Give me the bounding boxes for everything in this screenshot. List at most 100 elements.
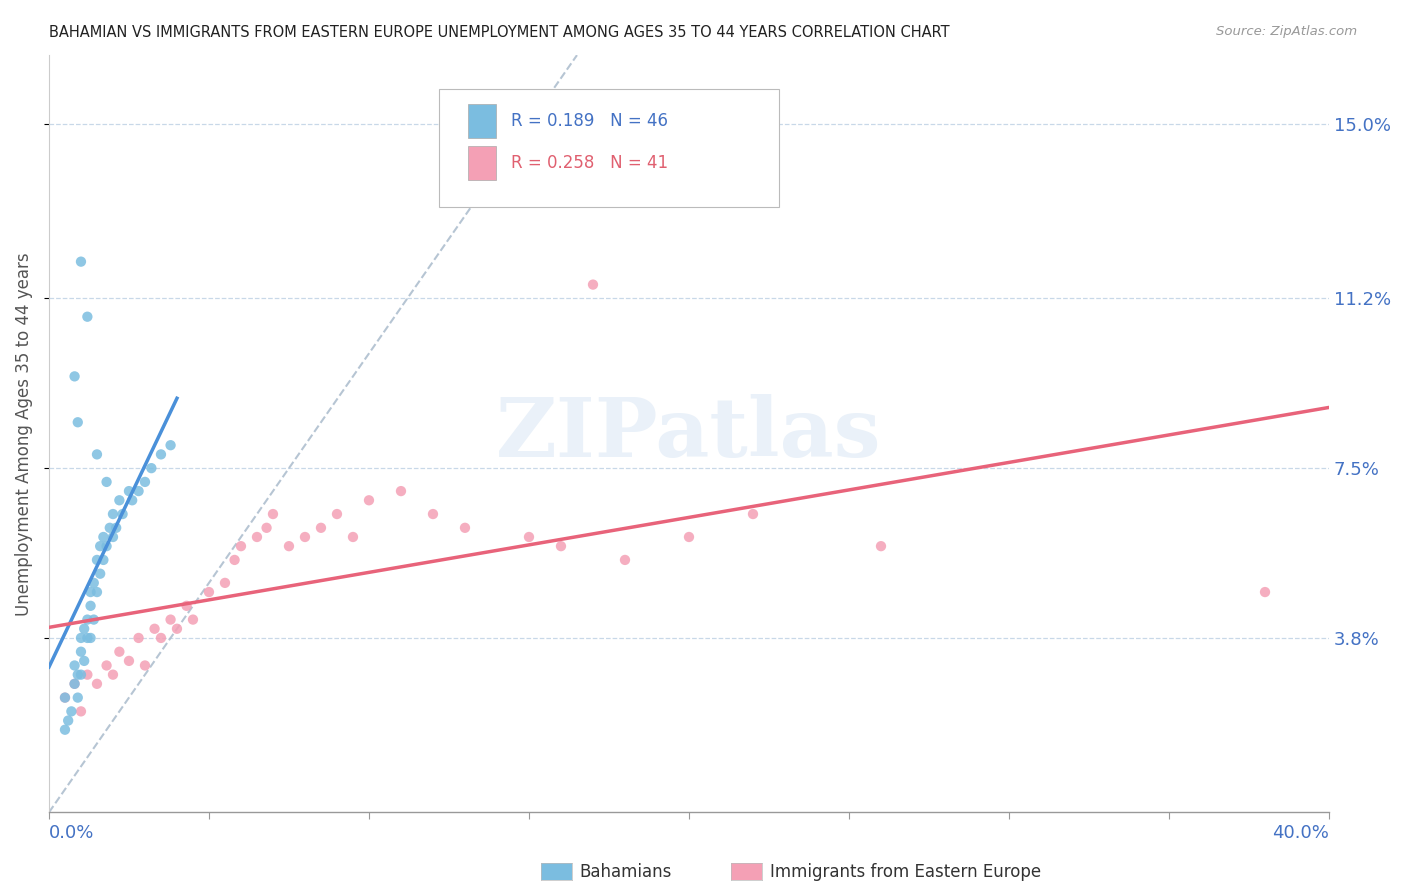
Point	[76, 631, 98, 645]
Point	[181, 613, 204, 627]
Point	[326, 507, 349, 521]
Point	[870, 539, 893, 553]
Point	[56, 714, 79, 728]
Point	[214, 575, 236, 590]
Point	[86, 585, 108, 599]
Point	[63, 369, 86, 384]
Point	[166, 622, 188, 636]
Point	[70, 645, 93, 659]
Point	[278, 539, 301, 553]
Point	[93, 530, 115, 544]
Point	[229, 539, 252, 553]
Point	[60, 705, 83, 719]
Point	[742, 507, 765, 521]
Bar	[468, 104, 496, 138]
Point	[256, 521, 278, 535]
Point	[63, 677, 86, 691]
Point	[83, 613, 105, 627]
Point	[79, 585, 101, 599]
Point	[246, 530, 269, 544]
Point	[73, 654, 96, 668]
Point	[89, 566, 111, 581]
Point	[134, 658, 156, 673]
Point	[96, 475, 118, 489]
Point	[105, 521, 128, 535]
Point	[53, 723, 76, 737]
Y-axis label: Unemployment Among Ages 35 to 44 years: Unemployment Among Ages 35 to 44 years	[15, 252, 32, 615]
Point	[389, 484, 412, 499]
Point	[70, 705, 93, 719]
Point	[86, 447, 108, 461]
Point	[76, 613, 98, 627]
Point	[224, 553, 246, 567]
Point	[454, 521, 477, 535]
Point	[582, 277, 605, 292]
Point	[96, 539, 118, 553]
Point	[101, 507, 124, 521]
Point	[79, 599, 101, 613]
Point	[70, 631, 93, 645]
Point	[294, 530, 316, 544]
Point	[149, 631, 172, 645]
Point	[93, 553, 115, 567]
Point	[176, 599, 198, 613]
Text: 40.0%: 40.0%	[1272, 824, 1329, 842]
Point	[98, 521, 121, 535]
Point	[121, 493, 143, 508]
Point	[614, 553, 637, 567]
Text: ZIPatlas: ZIPatlas	[496, 393, 882, 474]
Point	[86, 677, 108, 691]
Point	[53, 690, 76, 705]
Point	[96, 658, 118, 673]
Point	[517, 530, 540, 544]
Point	[63, 658, 86, 673]
Point	[108, 493, 131, 508]
Point	[66, 415, 89, 429]
Point	[86, 553, 108, 567]
Point	[101, 667, 124, 681]
Point	[678, 530, 700, 544]
Bar	[468, 146, 496, 180]
Point	[422, 507, 444, 521]
Point	[342, 530, 364, 544]
Point	[143, 622, 166, 636]
Point	[550, 539, 572, 553]
Point	[141, 461, 163, 475]
Point	[128, 631, 150, 645]
Point	[118, 484, 141, 499]
Point	[73, 622, 96, 636]
Text: Bahamians: Bahamians	[579, 863, 672, 881]
Point	[83, 575, 105, 590]
Text: BAHAMIAN VS IMMIGRANTS FROM EASTERN EUROPE UNEMPLOYMENT AMONG AGES 35 TO 44 YEAR: BAHAMIAN VS IMMIGRANTS FROM EASTERN EURO…	[49, 25, 950, 40]
Point	[159, 613, 181, 627]
Point	[53, 690, 76, 705]
Point	[79, 631, 101, 645]
Point	[108, 645, 131, 659]
Point	[66, 690, 89, 705]
Point	[76, 667, 98, 681]
Point	[76, 310, 98, 324]
Text: Source: ZipAtlas.com: Source: ZipAtlas.com	[1216, 25, 1357, 38]
Text: Immigrants from Eastern Europe: Immigrants from Eastern Europe	[770, 863, 1042, 881]
Point	[101, 530, 124, 544]
Point	[159, 438, 181, 452]
Point	[128, 484, 150, 499]
Text: R = 0.189   N = 46: R = 0.189 N = 46	[510, 112, 668, 130]
Point	[70, 667, 93, 681]
Point	[134, 475, 156, 489]
FancyBboxPatch shape	[440, 89, 779, 207]
Point	[89, 539, 111, 553]
Point	[262, 507, 284, 521]
Point	[118, 654, 141, 668]
Point	[198, 585, 221, 599]
Text: R = 0.258   N = 41: R = 0.258 N = 41	[510, 153, 668, 171]
Point	[70, 254, 93, 268]
Point	[1254, 585, 1277, 599]
Point	[149, 447, 172, 461]
Point	[63, 677, 86, 691]
Point	[111, 507, 134, 521]
Text: 0.0%: 0.0%	[49, 824, 94, 842]
Point	[357, 493, 380, 508]
Point	[309, 521, 332, 535]
Point	[66, 667, 89, 681]
